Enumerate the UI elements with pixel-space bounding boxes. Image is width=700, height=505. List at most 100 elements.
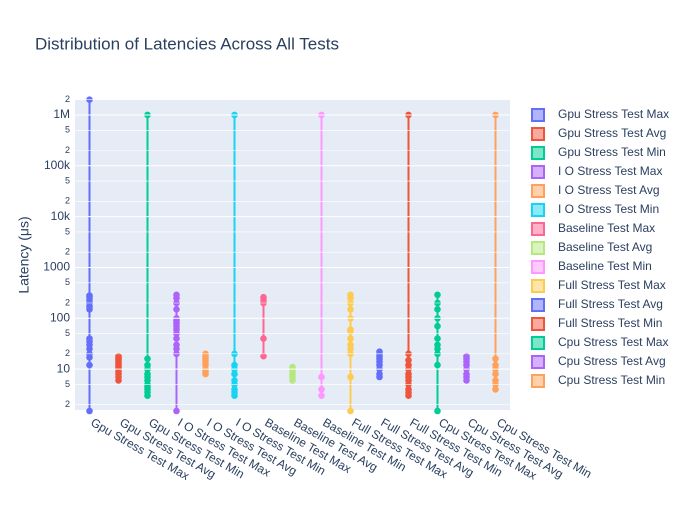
legend-swatch [531, 260, 545, 274]
point [347, 407, 354, 415]
legend-swatch [531, 127, 545, 141]
point [492, 355, 499, 363]
point [115, 352, 122, 360]
y-tick-label: 5 [65, 328, 70, 338]
y-tick-label: 5 [65, 226, 70, 236]
legend-swatch [531, 298, 545, 312]
point [173, 306, 180, 313]
point [434, 341, 441, 349]
point [86, 361, 93, 369]
y-tick-label: 10k [51, 209, 71, 223]
point [144, 355, 151, 363]
legend-swatch [531, 184, 545, 198]
legend-label: Full Stress Test Avg [558, 297, 663, 311]
point [347, 291, 354, 299]
legend-swatch [531, 165, 545, 179]
point [434, 335, 441, 342]
legend-label: Gpu Stress Test Min [558, 145, 666, 159]
point [86, 292, 93, 299]
point [492, 386, 499, 393]
legend-swatch [531, 241, 545, 255]
legend-label: Cpu Stress Test Max [558, 335, 668, 349]
point [405, 370, 412, 378]
legend-label: Full Stress Test Max [558, 278, 666, 292]
y-tick-label: 1M [53, 107, 70, 121]
point [86, 335, 93, 342]
legend-label: Full Stress Test Min [558, 316, 662, 330]
point [492, 370, 499, 378]
point [173, 341, 180, 349]
plot-area [75, 100, 510, 410]
y-tick-label: 5 [65, 175, 70, 185]
point [434, 407, 441, 415]
y-tick-label: 1000 [43, 260, 70, 274]
legend-label: Baseline Test Max [558, 221, 655, 235]
point [463, 370, 470, 378]
legend-label: Baseline Test Min [558, 259, 652, 273]
legend-swatch [531, 317, 545, 331]
legend-swatch [531, 203, 545, 217]
point [405, 356, 412, 364]
y-tick-label: 10 [57, 361, 71, 375]
point [434, 361, 441, 369]
point [260, 293, 267, 301]
point [260, 352, 267, 360]
y-tick-label: 2 [65, 399, 70, 409]
legend-label: Cpu Stress Test Min [558, 373, 665, 387]
point [173, 291, 180, 299]
legend-label: I O Stress Test Max [558, 164, 662, 178]
point [405, 386, 412, 393]
point [347, 335, 354, 342]
legend-swatch [531, 374, 545, 388]
point [434, 322, 441, 330]
y-tick-label: 5 [65, 125, 70, 135]
point [347, 306, 354, 313]
point [173, 407, 180, 415]
point [463, 352, 470, 360]
point [318, 373, 325, 381]
y-tick-label: 2 [65, 94, 70, 104]
legend-label: Gpu Stress Test Avg [558, 126, 666, 140]
point [376, 348, 383, 356]
point [260, 335, 267, 342]
legend-label: I O Stress Test Avg [558, 183, 660, 197]
legend-swatch [531, 336, 545, 350]
legend-swatch [531, 108, 545, 122]
point [86, 407, 93, 415]
point [492, 377, 499, 384]
legend-swatch [531, 146, 545, 160]
chart-title: Distribution of Latencies Across All Tes… [35, 34, 339, 53]
legend-swatch [531, 279, 545, 293]
point [231, 370, 238, 378]
y-tick-label: 100 [50, 310, 70, 324]
point [231, 386, 238, 393]
point [347, 373, 354, 381]
point [434, 291, 441, 299]
legend-swatch [531, 222, 545, 236]
point [173, 335, 180, 342]
point [231, 361, 238, 369]
point [347, 341, 354, 349]
point [318, 386, 325, 393]
y-tick-label: 2 [65, 196, 70, 206]
y-axis-label: Latency (μs) [16, 216, 32, 293]
point [376, 370, 383, 378]
y-tick-label: 100k [44, 158, 71, 172]
legend-swatch [531, 355, 545, 369]
point [434, 306, 441, 313]
y-tick-label: 5 [65, 379, 70, 389]
y-tick-label: 5 [65, 277, 70, 287]
point [347, 326, 354, 333]
legend-label: Cpu Stress Test Avg [558, 354, 666, 368]
legend-label: Gpu Stress Test Max [558, 107, 669, 121]
y-tick-label: 2 [65, 297, 70, 307]
point [144, 370, 151, 378]
point [231, 377, 238, 384]
y-tick-label: 2 [65, 348, 70, 358]
y-tick-label: 2 [65, 247, 70, 257]
y-tick-label: 2 [65, 145, 70, 155]
legend-label: Baseline Test Avg [558, 240, 652, 254]
legend-label: I O Stress Test Min [558, 202, 659, 216]
point [318, 392, 325, 400]
